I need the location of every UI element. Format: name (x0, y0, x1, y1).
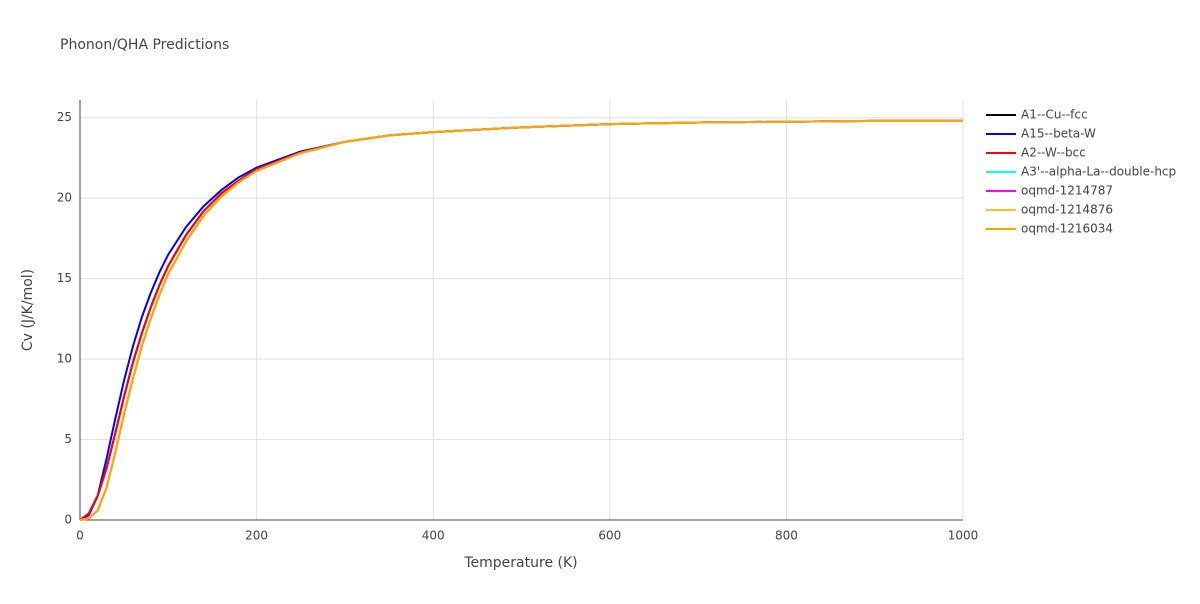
series-line (79, 119, 963, 521)
legend-label: A2--W--bcc (1021, 146, 1086, 160)
series-line (79, 119, 963, 521)
y-tick-label: 0 (64, 513, 72, 527)
x-tick-label: 1000 (948, 529, 979, 543)
legend-label: A1--Cu--fcc (1021, 108, 1088, 122)
series-line (79, 119, 963, 521)
y-axis-title: Cv (J/K/mol) (20, 269, 36, 351)
series-line (79, 119, 963, 521)
y-tick-label: 15 (57, 271, 72, 285)
legend-label: oqmd-1216034 (1021, 222, 1113, 236)
series-line (79, 119, 963, 521)
y-tick-label: 5 (64, 432, 72, 446)
y-tick-label: 25 (57, 110, 72, 124)
legend-label: A3'--alpha-La--double-hcp (1021, 165, 1176, 179)
series-line (79, 119, 963, 521)
y-tick-label: 10 (57, 352, 72, 366)
y-tick-label: 20 (57, 191, 72, 205)
chart-title: Phonon/QHA Predictions (60, 37, 229, 53)
x-tick-label: 600 (598, 529, 621, 543)
legend-label: oqmd-1214876 (1021, 203, 1113, 217)
legend-label: oqmd-1214787 (1021, 184, 1113, 198)
x-tick-label: 400 (422, 529, 445, 543)
x-tick-label: 0 (76, 529, 84, 543)
legend-label: A15--beta-W (1021, 127, 1096, 141)
x-tick-label: 200 (245, 529, 268, 543)
x-tick-label: 800 (775, 529, 798, 543)
x-axis-title: Temperature (K) (463, 555, 577, 571)
series-line (79, 119, 963, 521)
